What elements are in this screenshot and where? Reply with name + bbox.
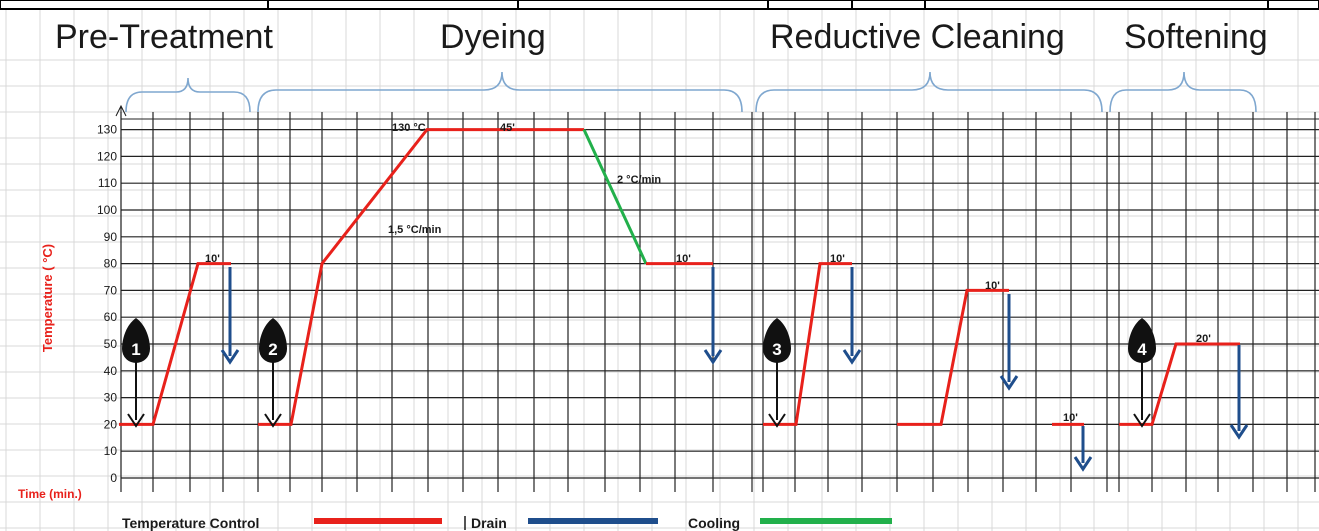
y-tick-label: 90	[104, 230, 118, 244]
y-tick-label: 20	[104, 417, 118, 431]
annotation-dye-hold: 45'	[500, 122, 515, 134]
legend-label-drain: Drain	[471, 515, 507, 531]
annotation-dye-end-hold: 10'	[676, 253, 691, 265]
brace-dyeing	[257, 71, 743, 113]
step-marker-4: 4	[1128, 318, 1156, 363]
annotation-rc-hold-3: 10'	[1063, 412, 1078, 424]
step-arrow-head	[264, 413, 282, 428]
step-markers: 1 2 3 4	[122, 318, 1156, 363]
drain-arrow-head	[1073, 456, 1093, 472]
section-label-pre-treatment: Pre-Treatment	[55, 18, 273, 56]
series-line-temperature-control	[1119, 342, 1240, 426]
legend-swatch-drain	[528, 518, 658, 524]
section-label-reductive-cleaning: Reductive Cleaning	[770, 18, 1065, 56]
series-line-temperature-control	[897, 288, 1009, 426]
step-marker-shape	[259, 318, 287, 363]
step-marker-number: 1	[131, 340, 140, 359]
y-tick-label: 70	[104, 283, 118, 297]
annotation-dye-rate: 1,5 °C/min	[388, 224, 442, 236]
step-arrow-head	[768, 413, 786, 428]
step-arrow-head	[127, 413, 145, 428]
brace-pre-treatment	[125, 77, 251, 113]
legend-label-cooling: Cooling	[688, 515, 740, 531]
y-tick-label: 130	[97, 123, 117, 137]
series-line-temperature-control	[763, 262, 852, 426]
temperature-profile	[119, 128, 1240, 426]
step-marker-shape	[763, 318, 791, 363]
y-tick-labels: 0 10 20 30 40 50 60 70 80 90 100 110 120 130	[97, 123, 117, 485]
y-axis-arrow	[115, 104, 127, 117]
annotation-dye-peak: 130 °C	[392, 122, 426, 134]
brace-reductive-cleaning	[755, 71, 1103, 113]
legend: Temperature Control Drain Cooling	[122, 515, 892, 531]
legend-swatch-cooling	[760, 518, 892, 524]
drain-arrow-head	[1229, 424, 1249, 440]
step-marker-number: 3	[772, 340, 781, 359]
drain-arrow-head	[703, 349, 723, 365]
y-tick-label: 50	[104, 337, 118, 351]
step-marker-1: 1	[122, 318, 150, 363]
y-tick-label: 60	[104, 310, 118, 324]
annotation-rc-hold-1: 10'	[830, 253, 845, 265]
top-table-strip	[0, 0, 1319, 10]
drain-arrow-head	[220, 349, 240, 365]
legend-label-temperature-control: Temperature Control	[122, 515, 259, 531]
step-marker-3: 3	[763, 318, 791, 363]
annotation-cool-rate: 2 °C/min	[617, 174, 661, 186]
chart-grid	[120, 112, 1319, 492]
step-marker-shape	[122, 318, 150, 363]
step-arrow-head	[1133, 413, 1151, 428]
series-line-temperature-control	[258, 128, 584, 426]
step-marker-shape	[1128, 318, 1156, 363]
spreadsheet-grid	[0, 10, 1319, 531]
annotation-rc-hold-2: 10'	[985, 280, 1000, 292]
annotation-pre-hold: 10'	[205, 253, 220, 265]
y-tick-label: 110	[98, 176, 117, 190]
legend-swatch-temperature-control	[314, 518, 442, 524]
y-tick-label: 30	[104, 391, 118, 405]
annotation-soft-hold: 20'	[1196, 333, 1211, 345]
y-tick-label: 100	[97, 203, 117, 217]
top-table-border	[0, 0, 1319, 10]
y-tick-label: 40	[104, 364, 118, 378]
section-label-softening: Softening	[1124, 18, 1268, 56]
step-marker-number: 4	[1137, 340, 1147, 359]
y-tick-label: 10	[104, 444, 118, 458]
step-marker-2: 2	[259, 318, 287, 363]
series-line-cooling	[582, 128, 648, 265]
y-tick-label: 120	[97, 149, 117, 163]
drain-arrow-head	[999, 375, 1019, 391]
drain-arrow-head	[842, 349, 862, 365]
x-axis-label: Time (min.)	[18, 487, 82, 501]
y-tick-label: 80	[104, 257, 118, 271]
arrows	[127, 267, 1249, 472]
brace-softening	[1109, 71, 1257, 113]
y-tick-label: 0	[110, 471, 117, 485]
section-label-dyeing: Dyeing	[440, 18, 546, 56]
step-marker-number: 2	[268, 340, 277, 359]
section-braces	[125, 71, 1257, 113]
y-axis-label: Temperature ( °C)	[40, 244, 55, 352]
